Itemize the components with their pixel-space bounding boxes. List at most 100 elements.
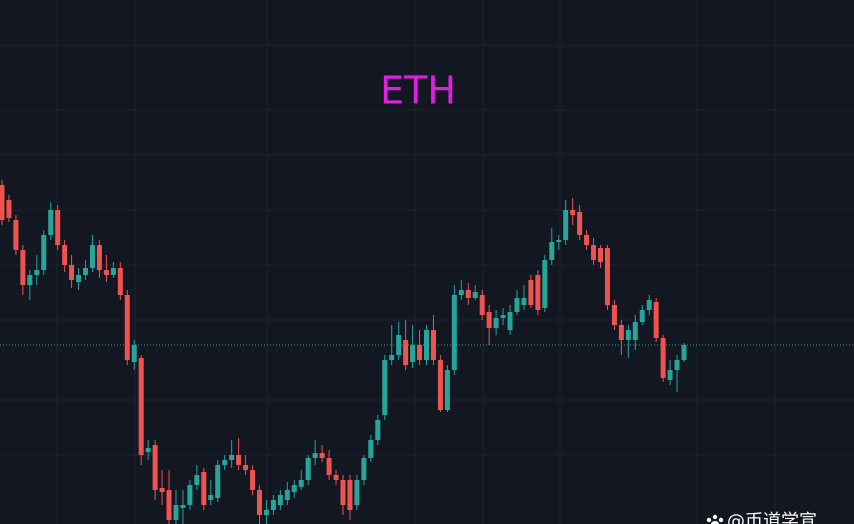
candle-body (528, 280, 534, 305)
candle-body (375, 420, 381, 440)
candle-body (535, 275, 541, 310)
candle-body (667, 370, 673, 380)
candle-body (653, 302, 659, 338)
candle-body (472, 292, 478, 298)
candle-body (250, 470, 256, 490)
candle-body (479, 295, 485, 315)
candle-body (632, 322, 638, 340)
candle-body (507, 312, 513, 330)
candle-body (577, 212, 583, 235)
candle-body (166, 490, 172, 520)
candle-body (639, 310, 645, 322)
candle-body (103, 270, 109, 275)
candle-body (563, 210, 569, 240)
candle-body (117, 268, 123, 295)
candle-body (333, 475, 339, 480)
candle-body (542, 260, 548, 308)
candle-body (417, 345, 423, 360)
candle-body (236, 455, 242, 465)
candle-body (208, 495, 214, 500)
candle-body (62, 245, 68, 265)
candle-body (424, 330, 430, 360)
candle-body (625, 330, 631, 340)
candle-body (180, 505, 186, 508)
candle-body (597, 248, 603, 262)
candle-body (243, 465, 249, 470)
candle-body (444, 370, 450, 410)
candle-body (110, 268, 116, 275)
candle-body (215, 465, 221, 498)
candle-body (96, 245, 102, 270)
candle-body (145, 448, 151, 452)
candle-body (521, 298, 527, 305)
candle-body (326, 458, 332, 475)
candle-body (451, 295, 457, 370)
candle-body (27, 275, 33, 285)
candle-body (194, 475, 200, 485)
candle-body (354, 480, 360, 505)
candle-body (618, 325, 624, 340)
candle-body (458, 290, 464, 295)
candle-body (270, 500, 276, 510)
candle-body (284, 490, 290, 500)
candle-body (312, 453, 318, 458)
candle-body (611, 305, 617, 325)
candle-body (382, 360, 388, 415)
candle-body (138, 358, 144, 455)
candle-body (173, 505, 179, 520)
candle-body (83, 268, 89, 275)
candle-body (201, 472, 207, 505)
candle-body (131, 345, 137, 362)
candle-body (263, 510, 269, 515)
candle-body (604, 248, 610, 305)
candle-body (465, 290, 471, 298)
candle-body (187, 485, 193, 505)
candle-body (6, 200, 12, 218)
candle-body (229, 455, 235, 460)
candle-body (514, 298, 520, 312)
candle-body (89, 245, 95, 268)
chart-title: ETH (380, 69, 456, 113)
candle-body (20, 250, 26, 285)
candle-body (305, 458, 311, 480)
candle-body (368, 440, 374, 458)
candle-body (347, 480, 353, 510)
candle-body (76, 275, 82, 282)
candle-body (681, 345, 687, 360)
candle-body (159, 488, 165, 492)
candle-body (584, 235, 590, 245)
candle-body (291, 485, 297, 492)
candle-body (124, 295, 130, 360)
candle-body (500, 315, 506, 318)
candle-body (256, 490, 262, 515)
candle-body (55, 210, 61, 245)
candle-body (298, 480, 304, 487)
candle-body (340, 480, 346, 505)
candle-body (222, 460, 228, 465)
candle-body (396, 335, 402, 355)
candle-body (41, 235, 47, 270)
candle-body (570, 210, 576, 215)
candle-body (556, 240, 562, 242)
candle-body (486, 312, 492, 328)
candle-body (410, 345, 416, 362)
candle-body (493, 318, 499, 328)
candle-body (277, 495, 283, 505)
candle-body (660, 338, 666, 378)
candle-body (389, 355, 395, 360)
candle-body (319, 453, 325, 458)
candle-body (34, 270, 40, 275)
candle-body (646, 300, 652, 310)
candle-body (591, 245, 597, 260)
candle-body (13, 220, 19, 250)
candle-body (152, 445, 158, 490)
candle-body (674, 360, 680, 370)
candle-body (361, 458, 367, 480)
watermark: @币道学宣 (727, 511, 817, 524)
candle-body (69, 265, 75, 280)
candle-body (549, 242, 555, 260)
candle-body (48, 210, 54, 235)
